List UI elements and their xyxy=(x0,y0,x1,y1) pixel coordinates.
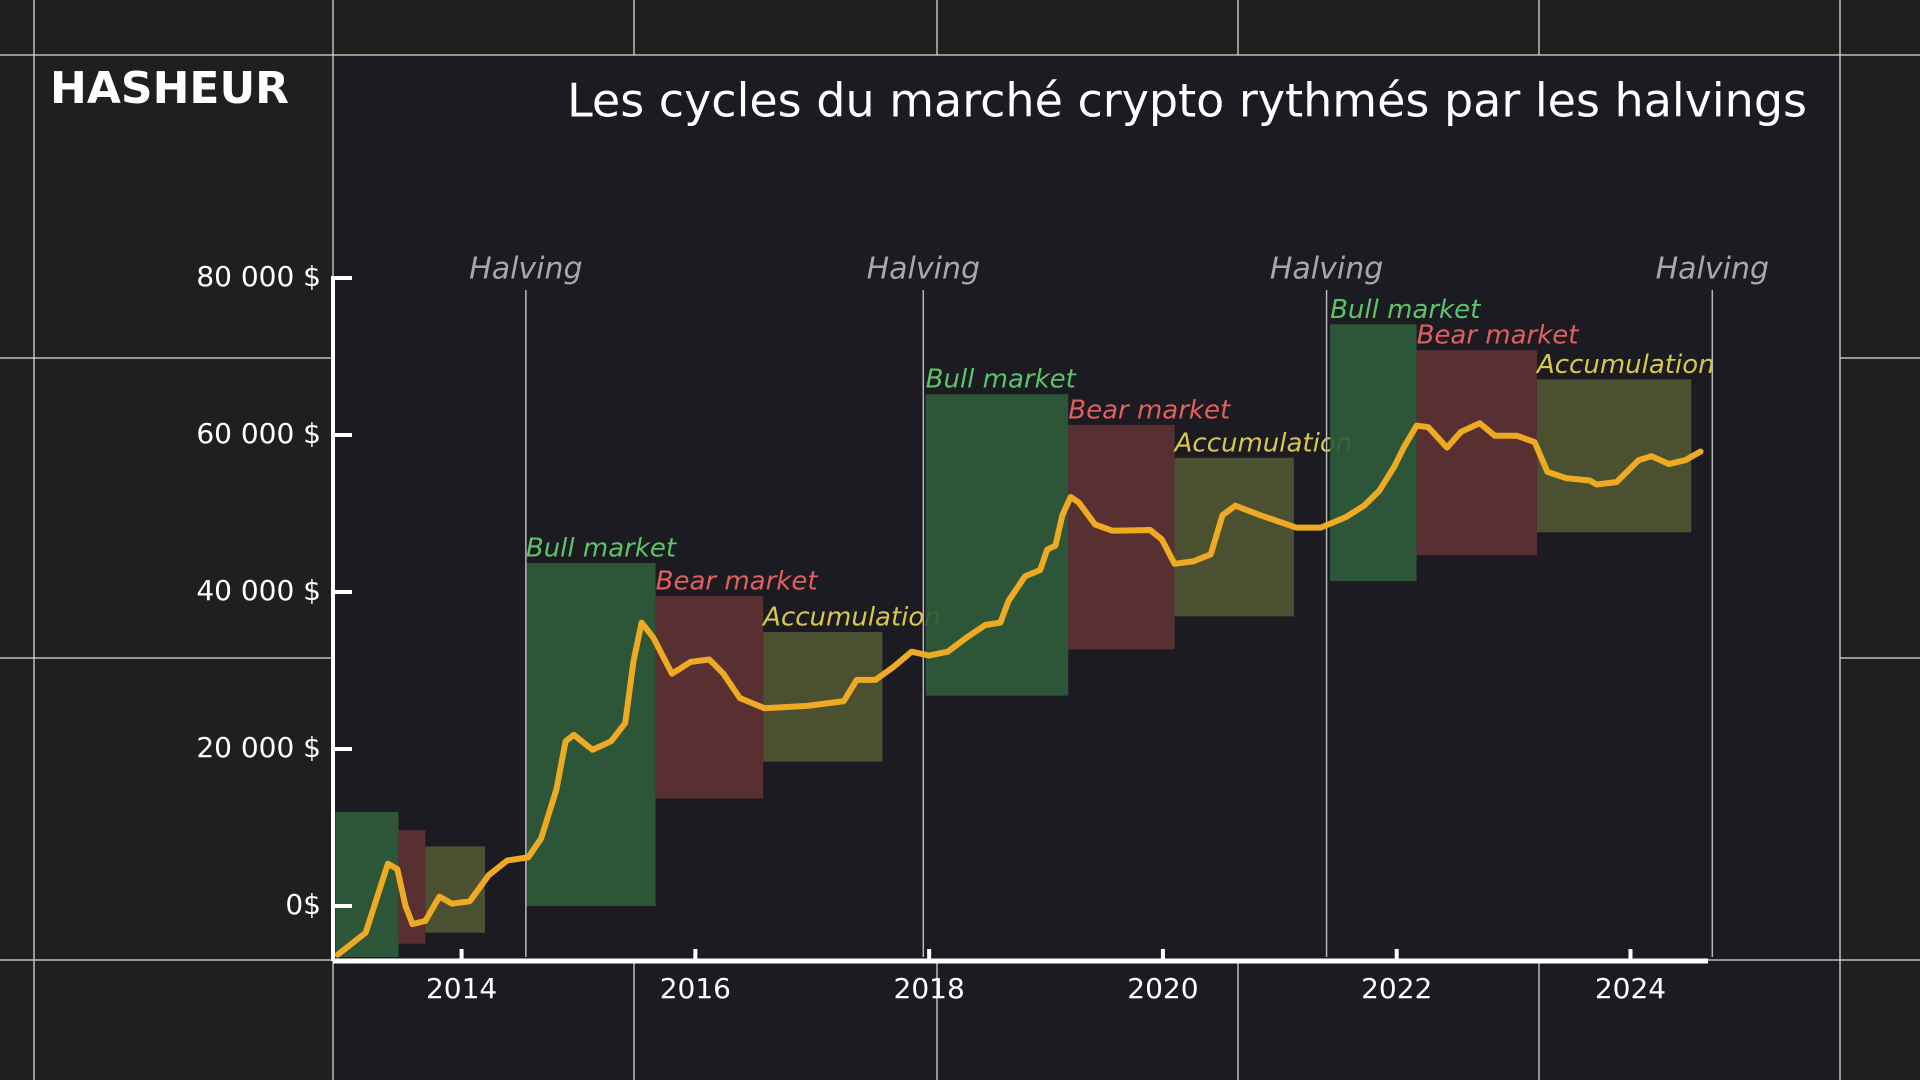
price-line xyxy=(334,420,1704,958)
x-tick-label: 2020 xyxy=(1127,972,1198,1005)
x-tick-label: 2022 xyxy=(1361,972,1432,1005)
phase-label: Accumulation xyxy=(761,603,941,633)
phase-label: Bull market xyxy=(1330,295,1481,325)
brand-logo: HASHEUR xyxy=(50,63,289,114)
halving-label: Halving xyxy=(867,252,980,287)
halving-label: Halving xyxy=(469,252,582,287)
phase-label: Accumulation xyxy=(1173,428,1353,458)
y-tick-label: 60 000 $ xyxy=(196,417,321,450)
chart-title: Les cycles du marché crypto rythmés par … xyxy=(567,74,1807,128)
phase-box xyxy=(1536,379,1692,533)
phase-label: Accumulation xyxy=(1535,350,1715,380)
phase-label: Bull market xyxy=(526,533,677,563)
phase-label: Bear market xyxy=(1068,395,1231,425)
x-tick-label: 2018 xyxy=(894,972,965,1005)
x-tick-label: 2014 xyxy=(426,972,497,1005)
phase-label: Bull market xyxy=(926,365,1077,395)
y-tick-label: 80 000 $ xyxy=(196,260,321,293)
x-tick-label: 2016 xyxy=(660,972,731,1005)
phase-label: Bear market xyxy=(656,566,819,596)
phase-box xyxy=(1416,350,1537,556)
halving-label: Halving xyxy=(1656,252,1769,287)
y-tick-label: 40 000 $ xyxy=(196,574,321,607)
phase-box xyxy=(763,632,883,762)
phase-box xyxy=(925,394,1069,696)
phase-box xyxy=(1174,457,1294,617)
halving-label: Halving xyxy=(1270,252,1383,287)
y-tick-label: 0$ xyxy=(285,888,321,921)
x-tick-label: 2024 xyxy=(1595,972,1666,1005)
phase-box xyxy=(525,562,656,907)
phase-box xyxy=(655,595,764,799)
phase-label: Bear market xyxy=(1417,321,1580,351)
y-tick-label: 20 000 $ xyxy=(196,731,321,764)
